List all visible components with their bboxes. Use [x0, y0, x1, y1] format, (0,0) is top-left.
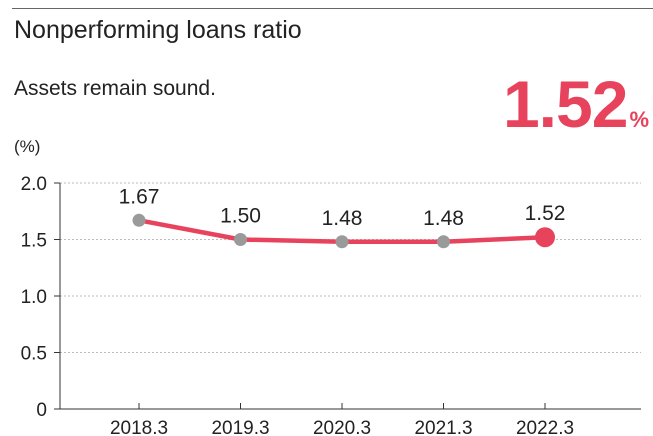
data-label: 1.67: [119, 185, 160, 208]
data-point: [132, 213, 146, 227]
x-tick-label: 2019.3: [211, 418, 269, 436]
y-tick-label: 1.5: [21, 231, 47, 252]
y-tick-label: 2.0: [21, 174, 47, 195]
y-axis-unit-label: (%): [14, 137, 41, 156]
data-label: 1.48: [423, 207, 464, 230]
axes: 0 0.5 1.0 1.5 2.0 2018.3 2019.3 2020.3 2021.3 202…: [21, 174, 641, 436]
data-point-highlight: [535, 227, 555, 248]
headline-figure: 1.52%: [503, 66, 649, 142]
y-tick-label: 0.5: [21, 344, 47, 365]
x-tick-label: 2018.3: [110, 418, 168, 436]
data-label: 1.48: [322, 207, 363, 230]
headline-unit: %: [629, 107, 649, 132]
chart-title: Nonperforming loans ratio: [14, 16, 302, 44]
y-tick-label: 1.0: [21, 287, 47, 308]
data-points: [132, 213, 555, 249]
data-point: [437, 235, 450, 249]
x-tick-label: 2021.3: [414, 418, 472, 436]
data-label: 1.52: [525, 202, 566, 225]
headline-value: 1.52: [502, 67, 628, 141]
chart-subtitle: Assets remain sound.: [14, 77, 216, 100]
data-point: [234, 233, 247, 246]
x-tick-label: 2022.3: [516, 418, 574, 436]
top-rule: [12, 8, 653, 9]
x-tick-label: 2020.3: [313, 418, 371, 436]
data-point: [335, 235, 349, 249]
data-label: 1.50: [220, 205, 261, 228]
y-tick-label: 0: [36, 400, 47, 421]
data-labels: 1.67 1.50 1.48 1.48 1.52: [119, 185, 566, 229]
